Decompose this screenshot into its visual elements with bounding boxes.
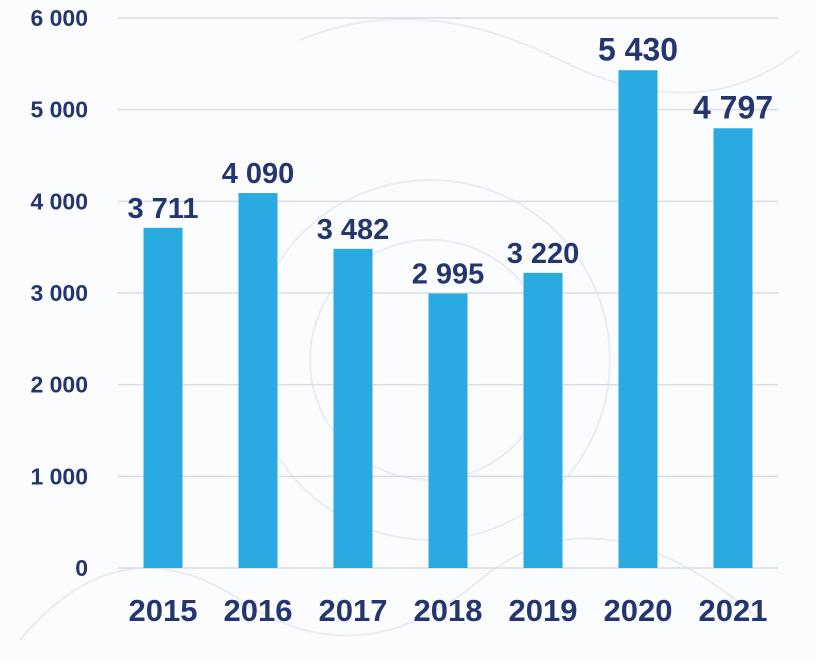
y-tick-label: 0	[75, 555, 88, 581]
bar-2020	[618, 70, 658, 568]
data-label-2016: 4 090	[222, 158, 295, 190]
bar-2019	[523, 272, 563, 568]
y-tick-label: 2 000	[30, 372, 88, 398]
bar-2016	[238, 193, 278, 569]
y-axis-tick-labels: 0 1 000 2 000 3 000 4 000 5 000 6 000	[30, 5, 88, 581]
x-tick-label-2016: 2016	[224, 593, 293, 628]
x-tick-label-2019: 2019	[509, 593, 578, 628]
y-tick-label: 1 000	[30, 463, 88, 489]
data-labels: 3 711 4 090 3 482 2 995 3 220 5 430 4 797	[128, 31, 774, 290]
y-tick-label: 6 000	[30, 5, 88, 31]
bar-2021	[713, 128, 753, 568]
data-label-2017: 3 482	[317, 214, 390, 246]
y-tick-label: 5 000	[30, 97, 88, 123]
x-axis-tick-labels: 2015 2016 2017 2018 2019 2020 2021	[129, 593, 768, 628]
x-tick-label-2017: 2017	[319, 593, 388, 628]
x-tick-label-2021: 2021	[699, 593, 768, 628]
data-label-2015: 3 711	[128, 193, 199, 225]
y-tick-label: 3 000	[30, 280, 88, 306]
bar-2015	[143, 227, 183, 568]
data-label-2019: 3 220	[507, 238, 580, 270]
data-label-2021: 4 797	[693, 89, 773, 125]
y-tick-label: 4 000	[30, 188, 88, 214]
x-tick-label-2015: 2015	[129, 593, 198, 628]
x-tick-label-2018: 2018	[414, 593, 483, 628]
x-tick-label-2020: 2020	[604, 593, 673, 628]
background-decoration	[19, 18, 801, 641]
data-label-2018: 2 995	[412, 258, 485, 290]
bars	[143, 70, 753, 569]
bar-2017	[333, 248, 373, 569]
bar-2018	[428, 293, 468, 568]
data-label-2020: 5 430	[598, 31, 678, 67]
